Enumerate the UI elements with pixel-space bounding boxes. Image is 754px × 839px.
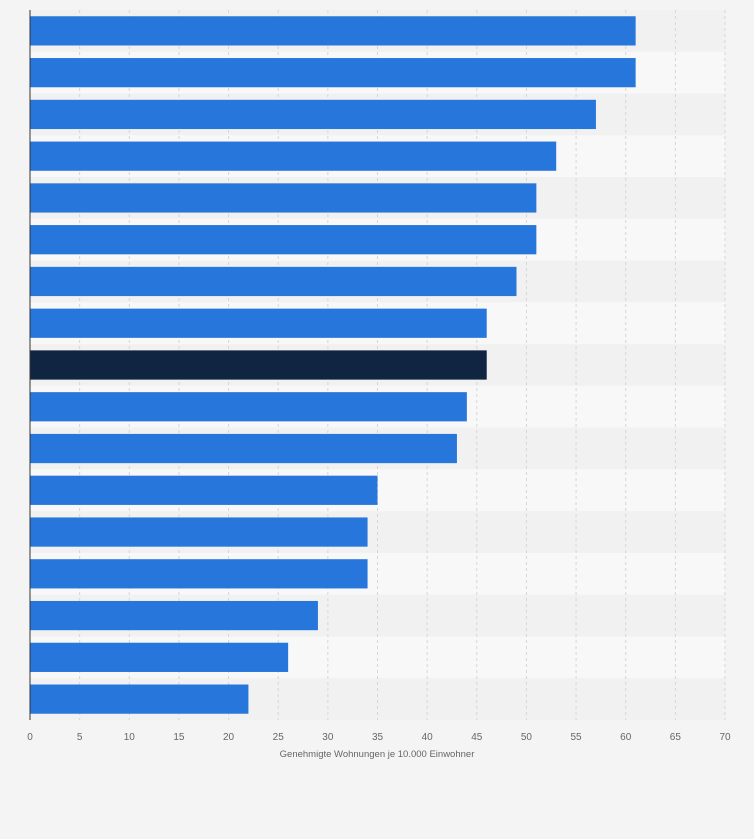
- x-tick-label: 5: [77, 732, 83, 743]
- bar[interactable]: [30, 475, 378, 505]
- x-tick-label: 60: [620, 732, 632, 743]
- x-tick-label: 70: [719, 732, 731, 743]
- bar[interactable]: [30, 517, 368, 547]
- x-tick-label: 15: [173, 732, 185, 743]
- x-tick-label: 0: [27, 732, 33, 743]
- bar[interactable]: [30, 308, 487, 338]
- x-tick-label: 55: [571, 732, 583, 743]
- x-tick-label: 45: [471, 732, 483, 743]
- x-tick-label: 20: [223, 732, 235, 743]
- x-tick-label: 40: [422, 732, 434, 743]
- bar[interactable]: [30, 225, 537, 255]
- x-tick-label: 35: [372, 732, 384, 743]
- bar[interactable]: [30, 99, 596, 130]
- bar[interactable]: [30, 141, 557, 171]
- bar[interactable]: [30, 58, 636, 88]
- x-tick-label: 10: [124, 732, 136, 743]
- bar[interactable]: [30, 684, 249, 714]
- bar[interactable]: [30, 183, 537, 213]
- bar[interactable]: [30, 600, 318, 631]
- bar[interactable]: [30, 642, 289, 672]
- x-tick-label: 65: [670, 732, 682, 743]
- x-axis-ticks: 0 5 10 15 20 25 30 35 40 45 50 55 60 65 70: [27, 732, 731, 743]
- bar[interactable]: [30, 266, 517, 297]
- x-tick-label: 50: [521, 732, 533, 743]
- bar[interactable]: [30, 16, 636, 46]
- bars: [30, 16, 636, 714]
- bar[interactable]: [30, 559, 368, 589]
- bar[interactable]: [30, 392, 467, 422]
- bar[interactable]: [30, 433, 457, 464]
- x-axis-title: Genehmigte Wohnungen je 10.000 Einwohner: [280, 749, 475, 760]
- x-tick-label: 30: [322, 732, 334, 743]
- x-tick-label: 25: [273, 732, 285, 743]
- bar-highlighted[interactable]: [30, 350, 487, 380]
